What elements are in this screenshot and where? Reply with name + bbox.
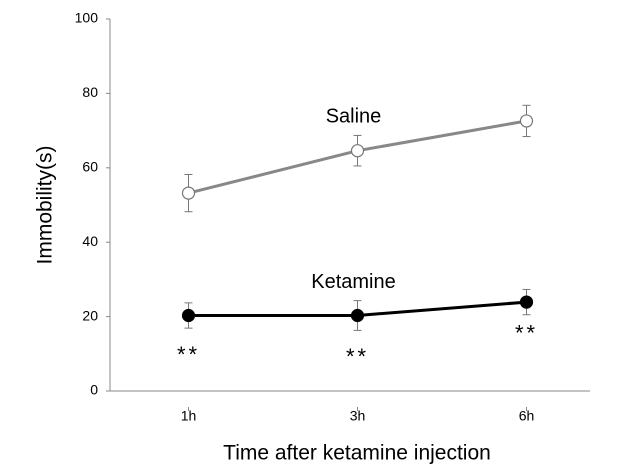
point [350, 144, 365, 158]
y-tick-label: 100 [75, 10, 99, 26]
point [181, 308, 196, 323]
significance-label: ** [515, 321, 538, 346]
y-axis-label: Immobility(s) [34, 146, 57, 265]
y-tick-label: 0 [90, 382, 98, 398]
series-label: Saline [326, 106, 382, 128]
x-tick-label: 3h [350, 408, 366, 424]
point [350, 308, 365, 323]
x-tick-label: 1h [181, 408, 197, 424]
x-axis-label: Time after ketamine injection [223, 442, 491, 465]
series-label: Ketamine [311, 271, 396, 293]
significance-label: ** [346, 344, 369, 369]
y-tick-label: 80 [82, 84, 98, 100]
point [519, 295, 534, 309]
point [519, 114, 534, 128]
x-tick-label: 6h [519, 408, 535, 424]
point [181, 186, 196, 200]
y-tick-label: 60 [82, 159, 98, 175]
significance-label: ** [177, 342, 200, 367]
y-tick-label: 40 [82, 233, 98, 249]
y-tick-label: 20 [82, 307, 98, 323]
